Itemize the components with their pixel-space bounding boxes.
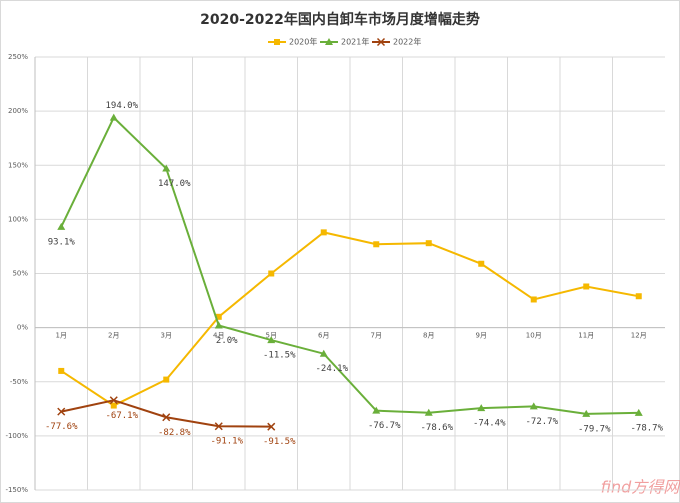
y-tick-label: 50% (12, 270, 28, 278)
x-tick-label: 11月 (578, 332, 594, 340)
marker (425, 240, 432, 247)
marker (267, 336, 276, 344)
data-label: -79.7% (578, 424, 611, 434)
data-label: 93.1% (48, 237, 76, 247)
x-tick-label: 9月 (476, 332, 487, 340)
x-tick-label: 2月 (108, 332, 119, 340)
marker (319, 349, 328, 357)
marker (274, 39, 280, 45)
data-label: -82.8% (158, 428, 191, 438)
x-tick-label: 7月 (371, 332, 382, 340)
marker (267, 422, 276, 431)
y-tick-label: 0% (17, 324, 28, 332)
data-label: -78.7% (630, 423, 663, 433)
marker (478, 260, 485, 267)
marker (214, 321, 223, 329)
data-label: 2.0% (216, 336, 238, 346)
y-tick-label: 250% (8, 53, 28, 61)
data-label: 147.0% (158, 179, 191, 189)
data-label: -72.7% (525, 417, 558, 427)
marker (582, 409, 591, 417)
x-tick-label: 4月 (213, 332, 224, 340)
legend-label: 2022年 (393, 37, 421, 47)
marker (477, 404, 486, 412)
marker (215, 313, 222, 320)
watermark: find方得网 (601, 478, 680, 497)
x-tick-label: 3月 (161, 332, 172, 340)
x-tick-label: 6月 (318, 332, 329, 340)
data-label: -67.1% (105, 411, 138, 421)
marker (634, 408, 643, 416)
chart-title: 2020-2022年国内自卸车市场月度增幅走势 (200, 11, 480, 28)
marker (58, 367, 65, 374)
legend-label: 2021年 (341, 37, 369, 47)
marker (320, 229, 327, 236)
data-label: -24.1% (315, 364, 348, 374)
marker (376, 37, 386, 47)
data-label: -74.4% (473, 419, 506, 429)
marker (57, 407, 66, 416)
x-tick-label: 1月 (56, 332, 67, 340)
legend-label: 2020年 (289, 37, 317, 47)
marker (214, 422, 223, 431)
marker (635, 293, 642, 300)
data-label: -78.6% (420, 423, 453, 433)
y-tick-label: -100% (5, 432, 28, 440)
marker (583, 283, 590, 290)
marker (110, 402, 117, 409)
marker (109, 396, 118, 405)
marker (163, 376, 170, 383)
y-tick-label: 150% (8, 161, 28, 169)
x-tick-label: 5月 (266, 332, 277, 340)
series-line (60, 231, 639, 407)
data-label: -11.5% (263, 351, 296, 361)
y-tick-label: -50% (10, 378, 28, 386)
y-tick-label: 100% (8, 215, 28, 223)
marker (268, 270, 275, 277)
data-label: 194.0% (105, 101, 138, 111)
marker (109, 113, 118, 121)
series-line (60, 115, 639, 415)
x-tick-label: 12月 (631, 332, 647, 340)
data-label: -76.7% (368, 421, 401, 431)
y-tick-label: -150% (5, 486, 28, 494)
data-label: -91.5% (263, 437, 296, 447)
marker (325, 38, 333, 45)
x-tick-label: 8月 (423, 332, 434, 340)
marker (530, 296, 537, 303)
x-tick-label: 10月 (526, 332, 542, 340)
marker (529, 402, 538, 410)
marker (373, 241, 380, 248)
data-label: -91.1% (210, 437, 243, 447)
marker (162, 164, 171, 172)
y-tick-label: 200% (8, 107, 28, 115)
marker (57, 222, 66, 230)
marker (424, 408, 433, 416)
data-label: -77.6% (45, 422, 78, 432)
marker (372, 406, 381, 414)
marker (162, 413, 171, 422)
